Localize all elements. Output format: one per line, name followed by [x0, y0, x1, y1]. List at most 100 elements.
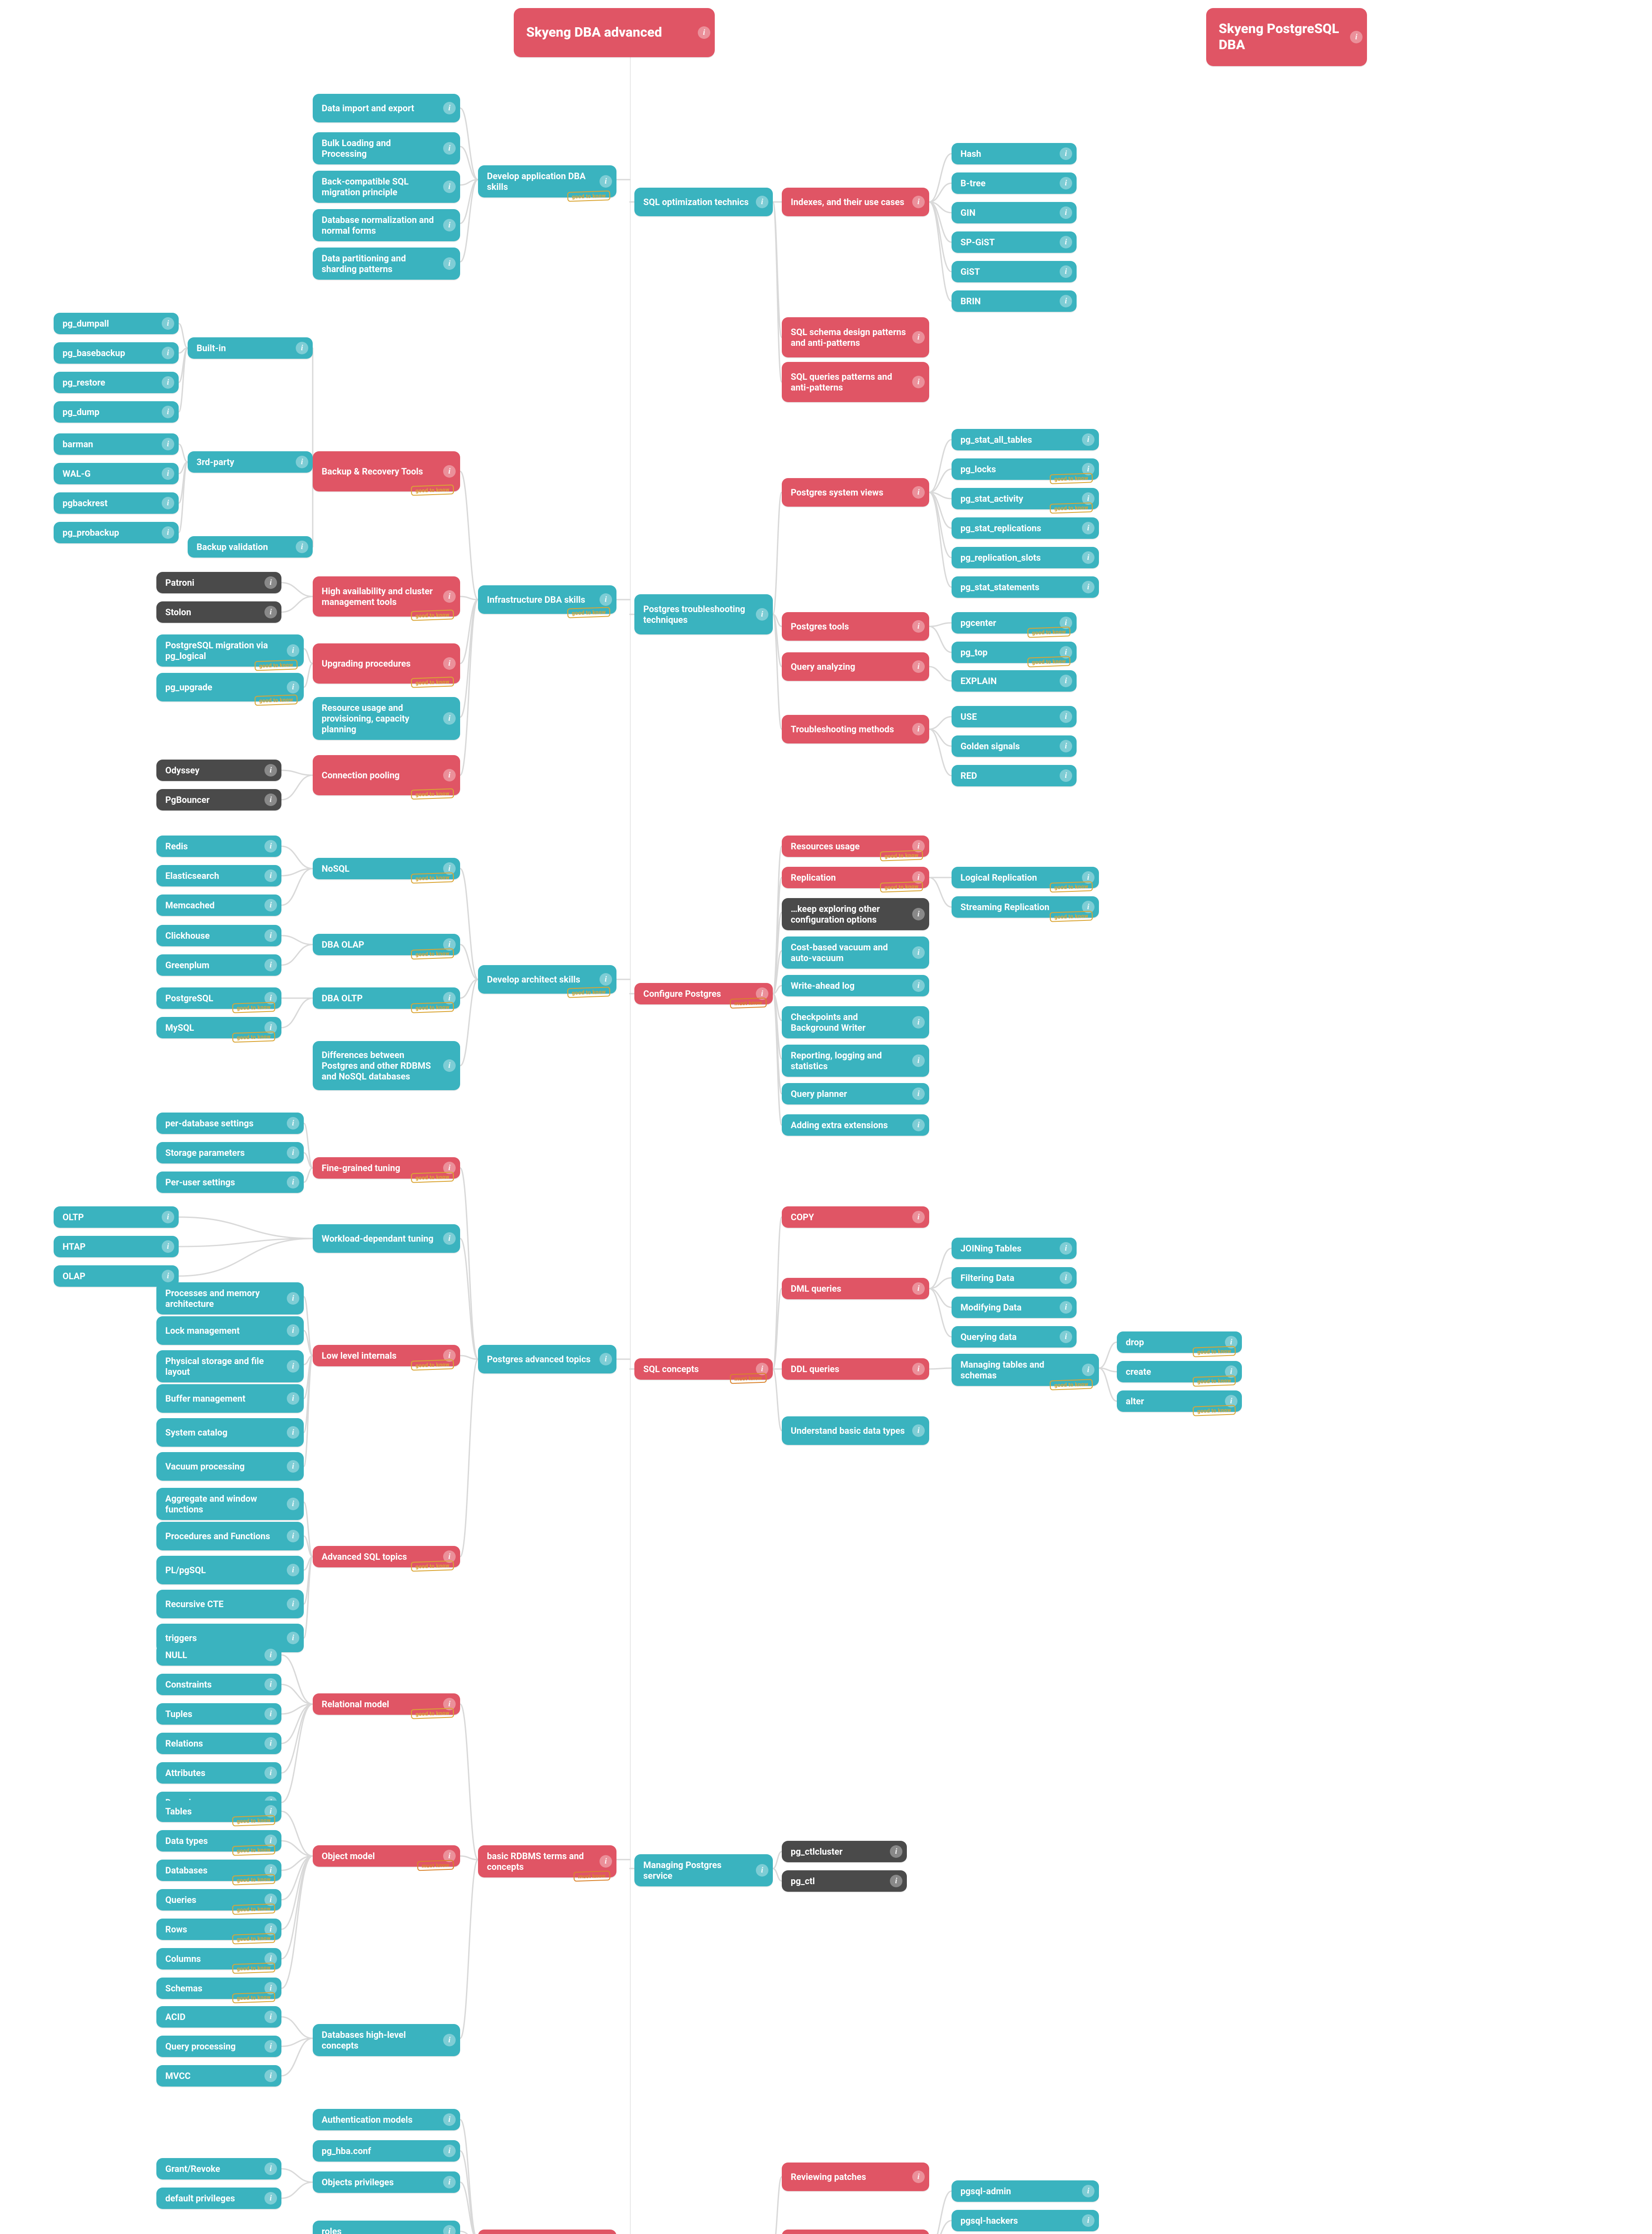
objmodel-leaf[interactable]: Data typesigood to know	[156, 1830, 281, 1852]
svc-leaf[interactable]: pg_ctlclusteri	[782, 1841, 907, 1862]
arch-child[interactable]: NoSQLigood to know	[313, 858, 460, 879]
root-skyeng-dba-advanced[interactable]: Skyeng DBA advancedi	[514, 8, 715, 57]
fine-tuning[interactable]: Fine-grained tuningigood to know	[313, 1157, 460, 1179]
oltp-leaf[interactable]: MySQLigood to know	[156, 1017, 281, 1038]
security-child[interactable]: Authentication modelsi	[313, 2109, 460, 2130]
svc-leaf[interactable]: pg_ctli	[782, 1870, 907, 1892]
relmodel-leaf[interactable]: Relationsi	[156, 1733, 281, 1754]
lowlevel-leaf[interactable]: Lock managementi	[156, 1316, 304, 1345]
oltp-leaf[interactable]: PostgreSQLigood to know	[156, 987, 281, 1009]
ddl-leaf[interactable]: dropigood to know	[1117, 1331, 1242, 1353]
upgrade-tool[interactable]: PostgreSQL migration via pg_logicaligood…	[156, 634, 304, 667]
objmodel-leaf[interactable]: Rowsigood to know	[156, 1919, 281, 1940]
relmodel-leaf[interactable]: Constraintsi	[156, 1674, 281, 1695]
infra-dba[interactable]: Infrastructure DBA skillsigood to know	[478, 585, 616, 614]
pg-troubleshooting[interactable]: Postgres troubleshooting techniquesi	[634, 594, 773, 634]
fine-leaf[interactable]: per-database settingsi	[156, 1113, 304, 1134]
dbhl-leaf[interactable]: MVCCi	[156, 2065, 281, 2087]
sql-concepts[interactable]: SQL conceptsimust know	[634, 1358, 773, 1380]
advsql-leaf[interactable]: PL/pgSQLi	[156, 1556, 304, 1584]
index-leaf[interactable]: GINi	[952, 202, 1077, 223]
dbhl-leaf[interactable]: Query processingi	[156, 2036, 281, 2057]
mailing-list-leaf[interactable]: pgsql-hackersi	[952, 2210, 1099, 2231]
replication-leaf[interactable]: Streaming Replicationigood to know	[952, 896, 1099, 918]
sqlconcept-child[interactable]: DDL queriesi	[782, 1358, 929, 1380]
backup-builtin-leaf[interactable]: pg_dumpi	[54, 401, 179, 423]
dev-app-child[interactable]: Database normalization and normal formsi	[313, 209, 460, 241]
low-level[interactable]: Low level internalsigood to know	[313, 1345, 460, 1366]
nosql-leaf[interactable]: Elasticsearchi	[156, 865, 281, 886]
sysview-leaf[interactable]: pg_stat_replicationsi	[952, 517, 1099, 539]
arch-child[interactable]: DBA OLAPigood to know	[313, 934, 460, 955]
pg-security[interactable]: PostgreSQL Securityimust know	[478, 2230, 616, 2234]
workload-leaf[interactable]: OLTPi	[54, 1206, 179, 1228]
security-child[interactable]: pg_hba.confi	[313, 2140, 460, 2162]
backup-builtin-leaf[interactable]: pg_basebackupi	[54, 342, 179, 364]
index-leaf[interactable]: B-treei	[952, 172, 1077, 194]
dev-architect[interactable]: Develop architect skillsigood to know	[478, 965, 616, 994]
backup-3p-leaf[interactable]: WAL-Gi	[54, 463, 179, 484]
manage-tables[interactable]: Managing tables and schemasigood to know	[952, 1354, 1099, 1386]
infra-child[interactable]: Backup & Recovery Toolsigood to know	[313, 451, 460, 491]
manage-pg-service[interactable]: Managing Postgres servicei	[634, 1854, 773, 1886]
sysview-leaf[interactable]: pg_stat_statementsi	[952, 576, 1099, 598]
relmodel-leaf[interactable]: Attributesi	[156, 1762, 281, 1784]
nosql-leaf[interactable]: Redisi	[156, 836, 281, 857]
tmethod-leaf[interactable]: USEi	[952, 706, 1077, 727]
cfg-child[interactable]: Cost-based vacuum and auto-vacuumi	[782, 936, 929, 969]
backup-builtin-leaf[interactable]: pg_restorei	[54, 372, 179, 393]
lowlevel-leaf[interactable]: Processes and memory architecturei	[156, 1282, 304, 1314]
dbhl-leaf[interactable]: ACIDi	[156, 2006, 281, 2028]
lowlevel-leaf[interactable]: Vacuum processingi	[156, 1452, 304, 1481]
db-high-level[interactable]: Databases high-level conceptsi	[313, 2024, 460, 2056]
root-skyeng-postgresql-dba[interactable]: Skyeng PostgreSQL DBAi	[1206, 8, 1367, 66]
backup-builtin[interactable]: Built-ini	[188, 337, 313, 359]
infra-child[interactable]: Upgrading proceduresigood to know	[313, 643, 460, 684]
explain-leaf[interactable]: EXPLAINi	[952, 670, 1077, 692]
index-leaf[interactable]: Hashi	[952, 143, 1077, 164]
ha-tool[interactable]: Patronii	[156, 572, 281, 593]
advsql-leaf[interactable]: Procedures and Functionsi	[156, 1522, 304, 1550]
objmodel-leaf[interactable]: Queriesigood to know	[156, 1889, 281, 1911]
dev-app-child[interactable]: Back-compatible SQL migration principlei	[313, 171, 460, 203]
hacker-child[interactable]: Daily reading and answering in mailing l…	[782, 2230, 929, 2234]
pool-tool[interactable]: Odysseyi	[156, 760, 281, 781]
backup-validation[interactable]: Backup validationi	[188, 536, 313, 558]
dev-app-child[interactable]: Data partitioning and sharding patternsi	[313, 248, 460, 280]
pgtrouble-child[interactable]: Postgres system viewsi	[782, 478, 929, 507]
dml-leaf[interactable]: JOINing Tablesi	[952, 1238, 1077, 1259]
objmodel-leaf[interactable]: Schemasigood to know	[156, 1978, 281, 1999]
dev-app-child[interactable]: Data import and exporti	[313, 94, 460, 122]
arch-child[interactable]: DBA OLTPigood to know	[313, 987, 460, 1009]
object-model[interactable]: Object modelimust know	[313, 1845, 460, 1867]
sqlopt-child[interactable]: SQL schema design patterns and anti-patt…	[782, 317, 929, 357]
backup-3p-leaf[interactable]: pg_probackupi	[54, 522, 179, 543]
sysview-leaf[interactable]: pg_stat_activityigood to know	[952, 488, 1099, 509]
dml-leaf[interactable]: Querying datai	[952, 1326, 1077, 1348]
objpriv-leaf[interactable]: Grant/Revokei	[156, 2158, 281, 2179]
pool-tool[interactable]: PgBounceri	[156, 789, 281, 810]
hacker-child[interactable]: Reviewing patchesi	[782, 2163, 929, 2191]
index-leaf[interactable]: SP-GiSTi	[952, 231, 1077, 253]
backup-3p-leaf[interactable]: pgbackresti	[54, 492, 179, 514]
cfg-child[interactable]: Checkpoints and Background Writeri	[782, 1006, 929, 1038]
infra-child[interactable]: Resource usage and provisioning, capacit…	[313, 697, 460, 740]
cfg-child[interactable]: Reporting, logging and statisticsi	[782, 1045, 929, 1077]
rdbms-terms[interactable]: basic RDBMS terms and conceptsimust know	[478, 1845, 616, 1877]
relational-model[interactable]: Relational modeligood to know	[313, 1693, 460, 1715]
dml-leaf[interactable]: Modifying Datai	[952, 1297, 1077, 1318]
sqlconcept-child[interactable]: Understand basic data typesi	[782, 1416, 929, 1445]
objpriv-leaf[interactable]: default privilegesi	[156, 2188, 281, 2209]
workload-tuning[interactable]: Workload-dependant tuningi	[313, 1224, 460, 1253]
relmodel-leaf[interactable]: NULLi	[156, 1644, 281, 1666]
sysview-leaf[interactable]: pg_replication_slotsi	[952, 547, 1099, 568]
replication-leaf[interactable]: Logical Replicationigood to know	[952, 867, 1099, 888]
ha-tool[interactable]: Stoloni	[156, 601, 281, 623]
objmodel-leaf[interactable]: Databasesigood to know	[156, 1860, 281, 1881]
backup-builtin-leaf[interactable]: pg_dumpalli	[54, 313, 179, 334]
cfg-child[interactable]: Query planneri	[782, 1083, 929, 1104]
cfg-child[interactable]: Resources usageigood to know	[782, 836, 929, 857]
objmodel-leaf[interactable]: Columnsigood to know	[156, 1948, 281, 1969]
pgtool-leaf[interactable]: pgcenterigood to know	[952, 612, 1077, 634]
advsql-leaf[interactable]: Aggregate and window functionsi	[156, 1488, 304, 1520]
